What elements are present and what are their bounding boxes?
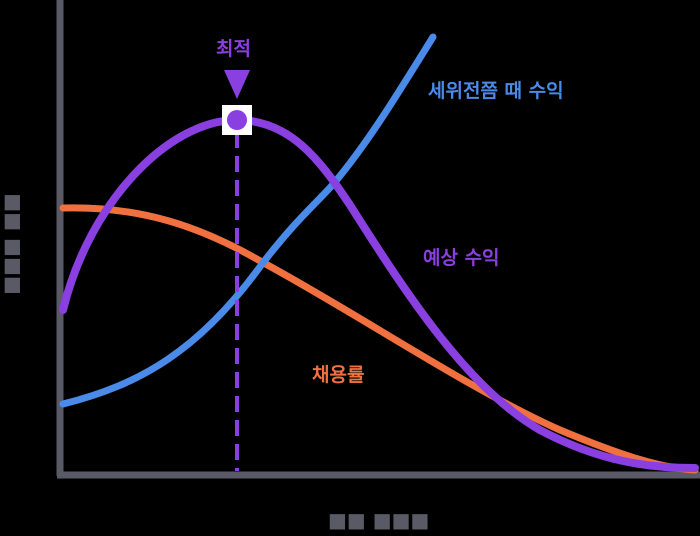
profit-when-label: 세위전쯤 때 수익: [428, 80, 564, 102]
optimum-marker-dot: [227, 110, 247, 130]
optimum-arrow-icon: [224, 70, 250, 99]
optimum-label: 최적: [216, 38, 251, 60]
hiring-rate-curve: [59, 204, 699, 474]
x-axis-title: ■■ ■■■: [328, 508, 430, 532]
y-axis-title: ■■■ ■■: [0, 193, 23, 295]
expected-profit-label: 예상 수익: [423, 247, 500, 269]
profit-when-curve: [59, 33, 437, 408]
expected-profit-curve: [59, 115, 699, 472]
hiring-rate-label: 채용률: [312, 364, 365, 386]
